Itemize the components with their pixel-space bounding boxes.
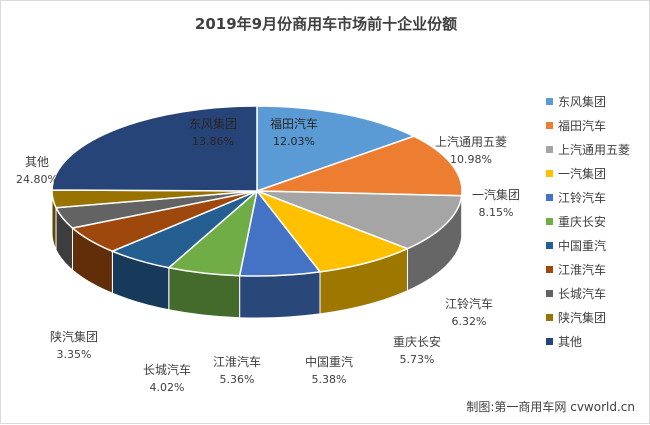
legend-swatch: [546, 122, 553, 129]
slice-label-value-9: 3.35%: [57, 348, 92, 361]
legend-swatch: [546, 194, 553, 201]
legend-swatch: [546, 170, 553, 177]
legend-swatch: [546, 242, 553, 249]
pie-slices: [52, 106, 462, 276]
legend-item-0: 东风集团: [546, 89, 646, 113]
legend: 东风集团福田汽车上汽通用五菱一汽集团江铃汽车重庆长安中国重汽江淮汽车长城汽车陕汽…: [546, 89, 646, 353]
legend-label: 上汽通用五菱: [558, 141, 630, 158]
slice-label-name-3: 一汽集团: [472, 187, 520, 202]
legend-swatch: [546, 218, 553, 225]
legend-item-6: 中国重汽: [546, 233, 646, 257]
slice-label-name-5: 重庆长安: [393, 334, 441, 349]
source-credit: 制图:第一商用车网 cvworld.cn: [466, 398, 635, 415]
slice-label-value-6: 5.38%: [312, 373, 347, 386]
legend-label: 东风集团: [558, 93, 606, 110]
slice-label-name-2: 上汽通用五菱: [435, 134, 507, 149]
legend-item-8: 长城汽车: [546, 281, 646, 305]
legend-swatch: [546, 338, 553, 345]
slice-label-value-10: 24.80%: [16, 173, 58, 186]
legend-label: 其他: [558, 333, 582, 350]
legend-label: 重庆长安: [558, 213, 606, 230]
slice-label-value-3: 8.15%: [479, 206, 514, 219]
slice-label-value-4: 6.32%: [452, 315, 487, 328]
legend-label: 福田汽车: [558, 117, 606, 134]
slice-label-value-7: 5.36%: [220, 373, 255, 386]
legend-label: 江铃汽车: [558, 189, 606, 206]
slice-label-name-7: 江淮汽车: [213, 354, 261, 369]
legend-item-2: 上汽通用五菱: [546, 137, 646, 161]
legend-label: 江淮汽车: [558, 261, 606, 278]
legend-item-5: 重庆长安: [546, 209, 646, 233]
legend-swatch: [546, 98, 553, 105]
legend-label: 中国重汽: [558, 237, 606, 254]
legend-swatch: [546, 266, 553, 273]
legend-label: 陕汽集团: [558, 309, 606, 326]
slice-label-value-0: 13.86%: [192, 135, 234, 148]
legend-swatch: [546, 146, 553, 153]
legend-swatch: [546, 314, 553, 321]
pie-side-4: [240, 272, 320, 318]
slice-label-name-9: 陕汽集团: [50, 329, 98, 344]
legend-label: 长城汽车: [558, 285, 606, 302]
legend-item-9: 陕汽集团: [546, 305, 646, 329]
slice-label-value-2: 10.98%: [450, 153, 492, 166]
slice-label-name-0: 东风集团: [189, 116, 237, 131]
legend-item-3: 一汽集团: [546, 161, 646, 185]
slice-label-name-4: 江铃汽车: [445, 296, 493, 311]
slice-label-name-10: 其他: [25, 155, 49, 169]
slice-label-name-8: 长城汽车: [143, 362, 191, 377]
slice-label-value-8: 4.02%: [150, 381, 185, 394]
legend-item-10: 其他: [546, 329, 646, 353]
legend-item-7: 江淮汽车: [546, 257, 646, 281]
legend-label: 一汽集团: [558, 165, 606, 182]
legend-item-4: 江铃汽车: [546, 185, 646, 209]
legend-swatch: [546, 290, 553, 297]
slice-label-name-1: 福田汽车: [270, 116, 318, 131]
legend-item-1: 福田汽车: [546, 113, 646, 137]
slice-label-name-6: 中国重汽: [305, 354, 353, 369]
slice-label-value-1: 12.03%: [273, 135, 315, 148]
slice-label-value-5: 5.73%: [400, 353, 435, 366]
